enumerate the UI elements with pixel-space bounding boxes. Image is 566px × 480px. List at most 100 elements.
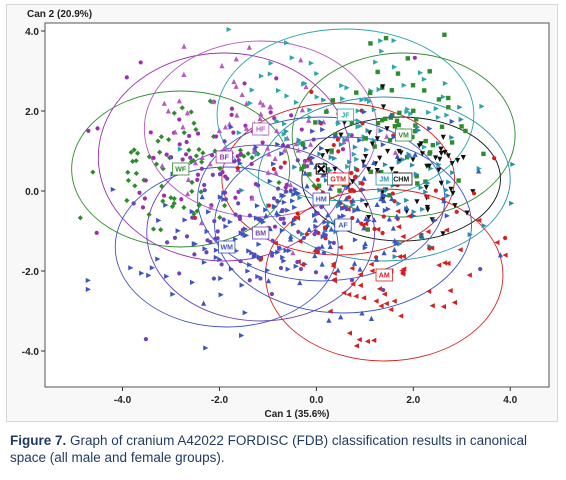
point-hf <box>172 129 178 135</box>
point-am <box>373 298 379 304</box>
point-hm <box>254 203 261 209</box>
point-bm <box>172 235 178 240</box>
point-hf <box>273 169 279 175</box>
point-wf <box>160 198 166 204</box>
point-jm <box>409 162 416 168</box>
group-label-jm: JM <box>379 177 389 184</box>
point-wm <box>270 250 276 256</box>
point-gtm <box>360 121 365 126</box>
point-hf <box>221 145 227 152</box>
point-vm <box>325 167 330 172</box>
point-jf <box>340 96 346 102</box>
point-jf <box>314 94 320 100</box>
point-bf <box>86 128 91 133</box>
point-wm <box>189 279 196 285</box>
point-vm <box>389 88 395 93</box>
point-jm <box>383 187 389 193</box>
point-bf <box>195 172 201 177</box>
point-af <box>304 183 310 189</box>
point-am <box>331 276 337 283</box>
point-vm <box>394 118 400 123</box>
point-wf <box>189 179 195 185</box>
point-jf <box>335 121 342 127</box>
group-ellipse-hf <box>143 40 378 218</box>
point-hm <box>302 145 308 151</box>
point-am <box>312 248 318 254</box>
point-hm <box>279 227 285 234</box>
point-af <box>343 195 349 201</box>
point-hf <box>226 121 233 127</box>
point-hf <box>184 110 191 116</box>
point-gtm <box>352 175 358 180</box>
point-am <box>443 227 449 233</box>
point-jm <box>420 206 426 212</box>
point-wf <box>125 177 132 184</box>
point-gtm <box>314 186 319 191</box>
point-jm <box>425 180 431 186</box>
point-hm <box>233 236 239 242</box>
point-wm <box>246 248 252 254</box>
point-jm <box>435 140 442 147</box>
point-hm <box>281 193 287 199</box>
point-bf <box>260 140 265 145</box>
point-vm <box>307 172 312 177</box>
point-vm <box>446 105 451 110</box>
point-jf <box>284 136 290 142</box>
point-chm <box>436 167 442 173</box>
point-am <box>356 336 362 343</box>
group-ellipse-wm <box>114 166 339 328</box>
point-chm <box>423 184 429 191</box>
x-tick-label: -2.0 <box>211 395 229 406</box>
point-hm <box>293 186 299 192</box>
point-hm <box>265 267 271 273</box>
point-hf <box>307 141 314 147</box>
scatter-plot: -4.0 -2.0 0.0 2.0 4.0 4.0 2.0 0.0 -2.0 -4.0 Can 1 … <box>22 9 550 420</box>
point-chm <box>440 134 446 140</box>
point-chm <box>363 153 369 160</box>
point-jf <box>354 156 360 162</box>
point-vm <box>404 155 410 160</box>
point-hf <box>208 204 214 210</box>
point-bm <box>237 214 243 219</box>
point-bf <box>278 165 283 170</box>
point-af <box>371 159 377 166</box>
point-chm <box>374 136 381 142</box>
point-bf <box>296 229 301 235</box>
point-wm <box>218 292 224 298</box>
point-wf <box>189 188 195 195</box>
point-bf <box>229 106 235 111</box>
point-bm <box>204 250 209 255</box>
point-jf <box>258 73 265 79</box>
point-gtm <box>336 149 341 154</box>
point-am <box>440 303 447 310</box>
point-chm <box>414 199 420 205</box>
point-am <box>294 215 301 221</box>
point-hm <box>313 223 319 229</box>
point-bm <box>202 182 207 188</box>
point-hf <box>298 57 304 63</box>
point-jm <box>382 162 389 168</box>
point-jm <box>400 156 406 163</box>
point-vm <box>383 116 388 121</box>
point-gtm <box>282 160 287 165</box>
point-jm <box>397 241 403 247</box>
point-jm <box>445 193 451 199</box>
point-af <box>361 175 367 181</box>
point-hf <box>274 127 280 134</box>
point-am <box>391 298 397 304</box>
point-hf <box>306 117 312 123</box>
point-bf <box>214 134 219 139</box>
point-hf <box>231 78 237 85</box>
point-vm <box>392 124 398 129</box>
point-vm <box>390 112 395 118</box>
point-am <box>360 295 367 301</box>
point-bm <box>278 265 284 271</box>
point-bm <box>319 204 324 210</box>
point-vm <box>367 90 373 96</box>
point-jf <box>308 60 314 66</box>
point-wm <box>221 190 227 196</box>
point-wf <box>158 227 164 233</box>
point-am <box>398 313 404 319</box>
point-wf <box>186 147 192 153</box>
point-vm <box>365 227 370 232</box>
